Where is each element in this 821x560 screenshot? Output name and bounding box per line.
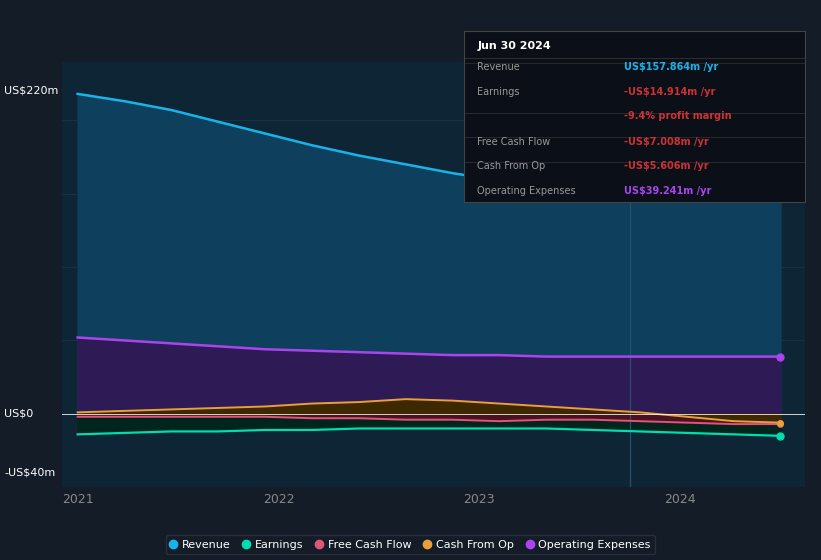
- Text: Revenue: Revenue: [478, 62, 521, 72]
- Text: -US$40m: -US$40m: [4, 468, 55, 478]
- Text: US$220m: US$220m: [4, 86, 58, 96]
- Text: Operating Expenses: Operating Expenses: [478, 186, 576, 196]
- Text: Free Cash Flow: Free Cash Flow: [478, 137, 551, 147]
- Text: Earnings: Earnings: [478, 87, 520, 97]
- Legend: Revenue, Earnings, Free Cash Flow, Cash From Op, Operating Expenses: Revenue, Earnings, Free Cash Flow, Cash …: [166, 535, 655, 554]
- Text: US$39.241m /yr: US$39.241m /yr: [624, 186, 711, 196]
- Text: -US$14.914m /yr: -US$14.914m /yr: [624, 87, 715, 97]
- Text: US$0: US$0: [4, 409, 34, 419]
- Text: -US$7.008m /yr: -US$7.008m /yr: [624, 137, 709, 147]
- Text: -US$5.606m /yr: -US$5.606m /yr: [624, 161, 709, 171]
- Text: Jun 30 2024: Jun 30 2024: [478, 41, 551, 51]
- Text: US$157.864m /yr: US$157.864m /yr: [624, 62, 718, 72]
- Text: -9.4% profit margin: -9.4% profit margin: [624, 111, 732, 121]
- Text: Cash From Op: Cash From Op: [478, 161, 546, 171]
